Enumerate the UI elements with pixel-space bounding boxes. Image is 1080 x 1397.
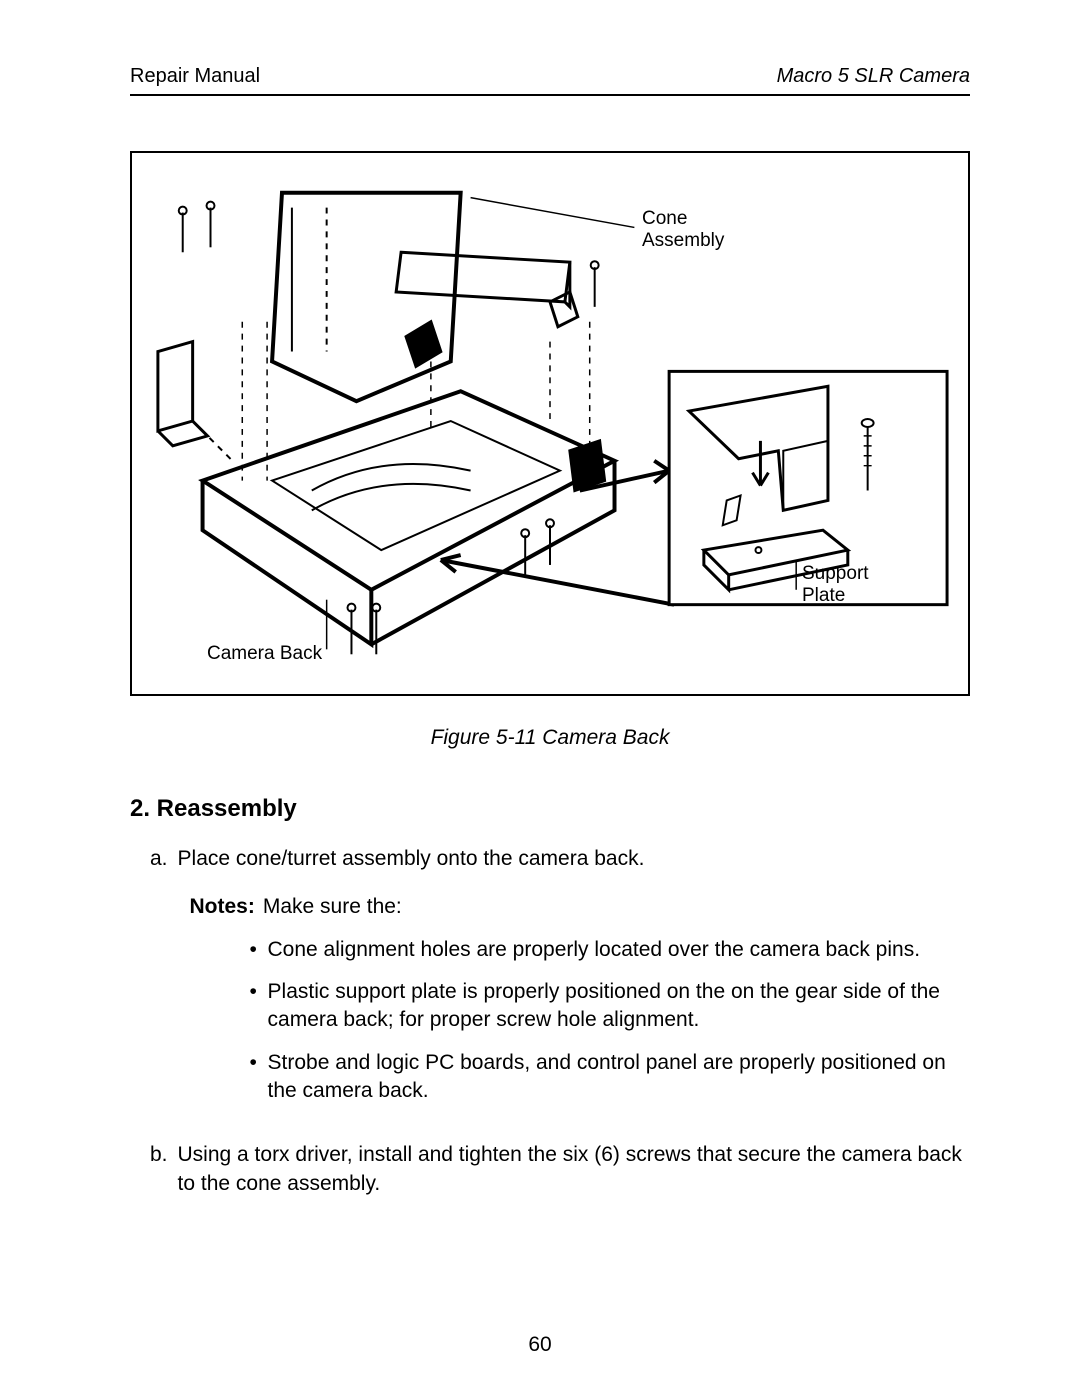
step-letter: a. (150, 845, 168, 1119)
label-cone-assembly-text: Cone Assembly (642, 208, 724, 251)
label-support-plate-text: Support Plate (802, 563, 869, 606)
figure-caption: Figure 5-11 Camera Back (130, 726, 970, 750)
bullet-3: Strobe and logic PC boards, and control … (268, 1049, 970, 1106)
step-b-text: Using a torx driver, install and tighten… (178, 1143, 962, 1194)
exploded-diagram (132, 153, 968, 694)
step-letter: b. (150, 1141, 168, 1198)
step-a: a. Place cone/turret assembly onto the c… (150, 845, 970, 1119)
figure-box: Cone Assembly Support Plate Camera Back (130, 151, 970, 696)
page-number: 60 (0, 1333, 1080, 1357)
step-b: b. Using a torx driver, install and tigh… (150, 1141, 970, 1198)
step-list: a. Place cone/turret assembly onto the c… (130, 845, 970, 1198)
notes-block: Notes: Make sure the: Cone alignment hol… (178, 893, 970, 1105)
notes-bullets: Cone alignment holes are properly locate… (190, 936, 970, 1106)
notes-intro: Make sure the: (263, 893, 402, 921)
page-header: Repair Manual Macro 5 SLR Camera (130, 65, 970, 96)
section-heading: 2. Reassembly (130, 795, 970, 823)
label-support-plate: Support Plate (802, 563, 869, 607)
step-a-text: Place cone/turret assembly onto the came… (178, 847, 645, 870)
bullet-1: Cone alignment holes are properly locate… (268, 936, 970, 964)
header-right: Macro 5 SLR Camera (777, 65, 970, 88)
bullet-2: Plastic support plate is properly positi… (268, 978, 970, 1035)
label-camera-back-text: Camera Back (207, 643, 322, 664)
label-cone-assembly: Cone Assembly (642, 208, 724, 252)
notes-label: Notes: (190, 893, 255, 921)
header-left: Repair Manual (130, 65, 260, 88)
label-camera-back: Camera Back (207, 643, 322, 665)
